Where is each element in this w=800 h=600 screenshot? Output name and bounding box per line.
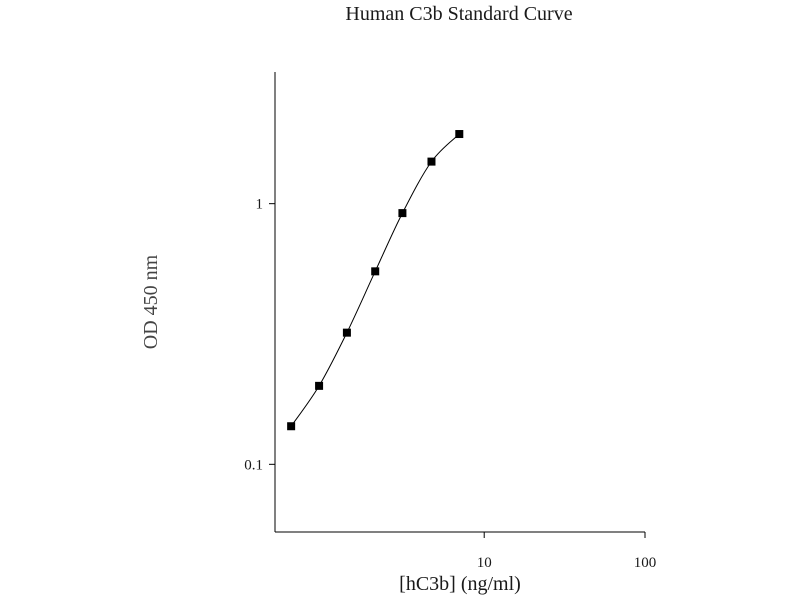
- data-point: [455, 130, 464, 139]
- y-axis-label: OD 450 nm: [140, 254, 162, 349]
- data-point: [427, 157, 436, 166]
- data-point: [398, 209, 407, 218]
- y-tick-label: 0.1: [244, 457, 263, 473]
- data-point: [287, 422, 296, 431]
- y-ticks: 0.11: [244, 197, 275, 473]
- data-point: [315, 381, 324, 390]
- x-tick-label: 100: [634, 555, 657, 571]
- data-points: [287, 130, 464, 431]
- data-point: [342, 328, 351, 337]
- x-tick-label: 10: [477, 555, 492, 571]
- data-point: [371, 267, 380, 276]
- chart-title: Human C3b Standard Curve: [345, 3, 572, 25]
- x-axis-label: [hC3b] (ng/ml): [399, 573, 521, 595]
- y-tick-label: 1: [256, 197, 264, 213]
- x-ticks: 10 100: [477, 532, 657, 571]
